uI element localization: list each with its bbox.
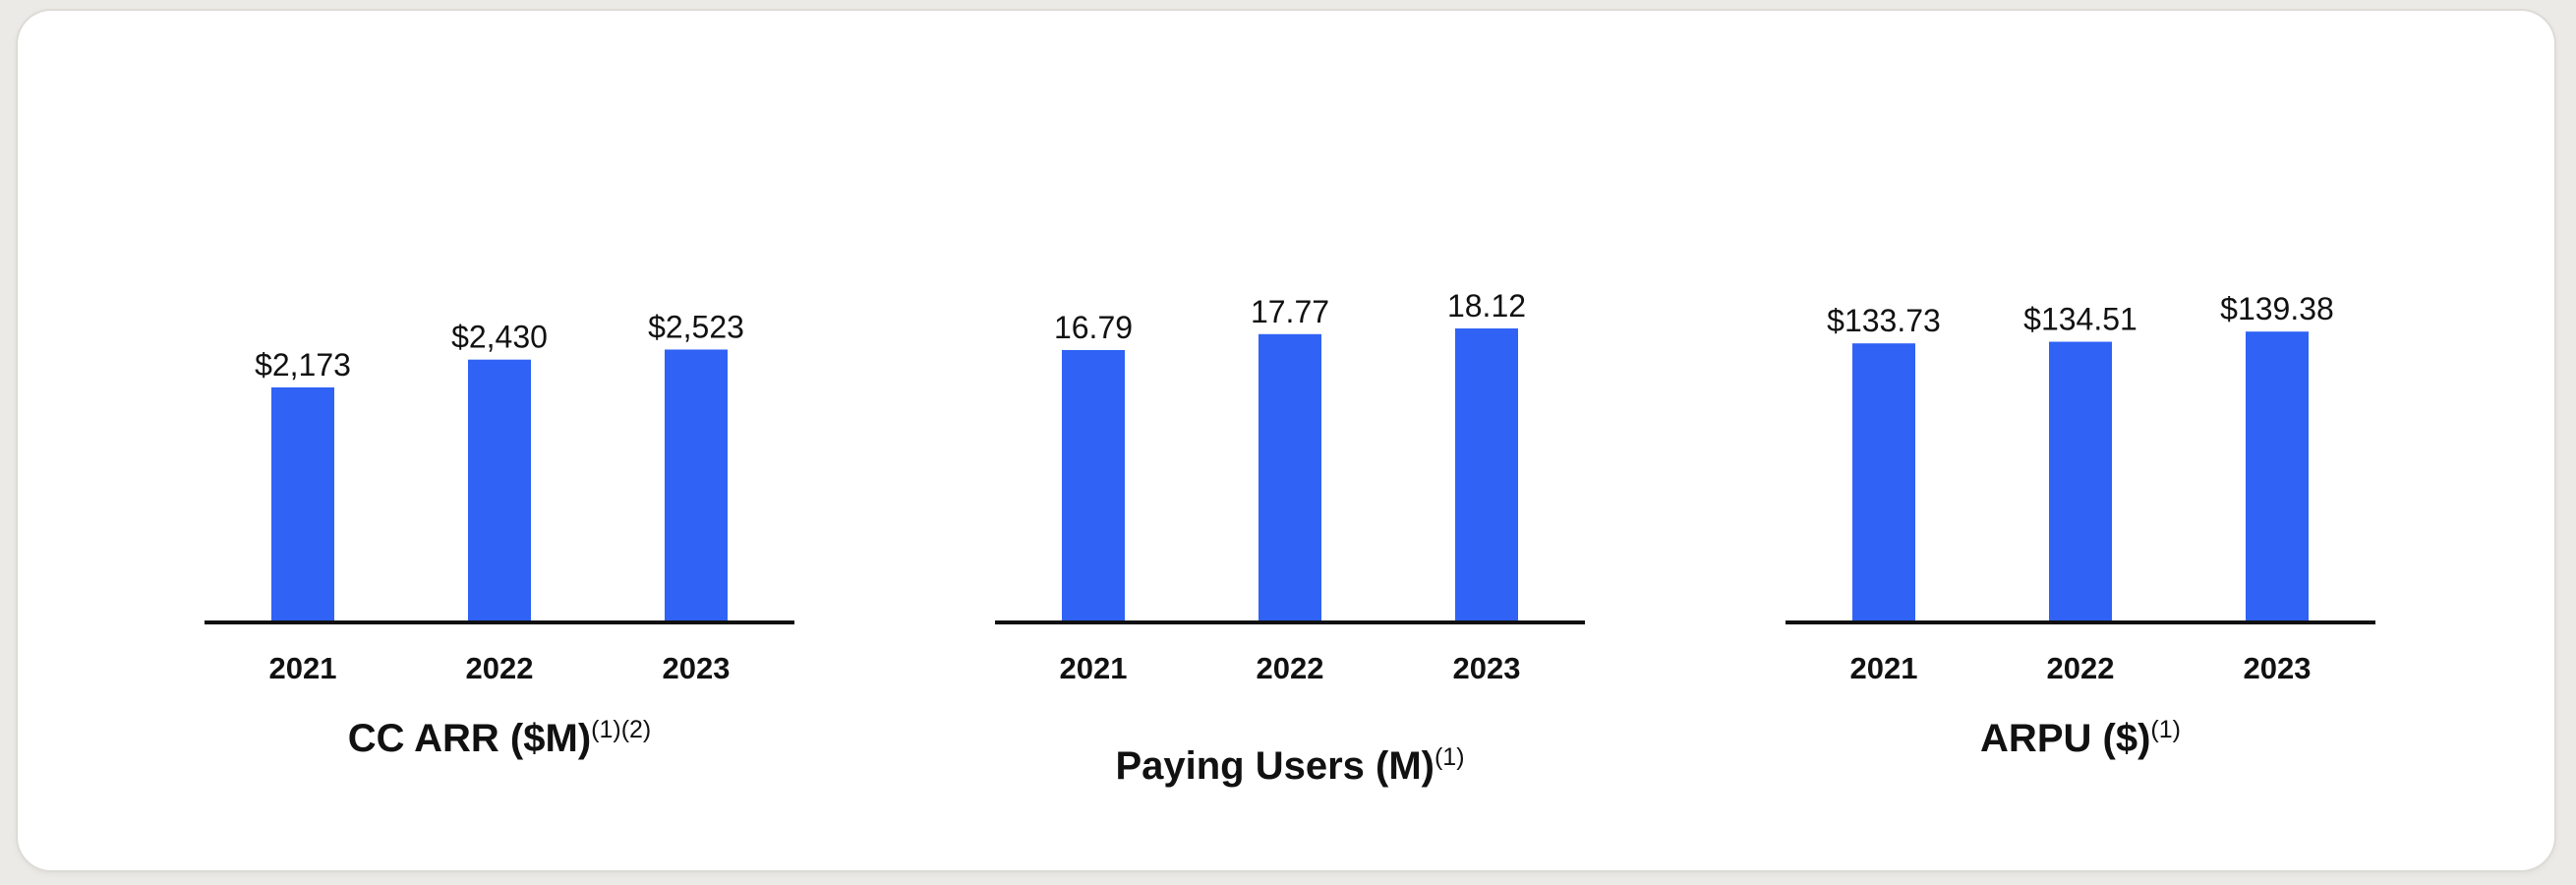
bar-2022: [468, 359, 531, 622]
value-label: $2,173: [255, 347, 351, 383]
bar-2023: [1455, 328, 1518, 622]
chart-1: $2,173 2021 $2,430 2022 $2,523 2023 CC ARR ($M…: [205, 309, 794, 760]
bar-2021: [271, 386, 334, 622]
x-tick-label: 2023: [2244, 651, 2312, 685]
value-label: $133.73: [1827, 303, 1941, 338]
value-label: 16.79: [1054, 310, 1133, 345]
bar-2022: [1259, 333, 1321, 622]
value-label: $139.38: [2220, 291, 2334, 326]
x-tick-label: 2021: [1850, 651, 1918, 685]
value-label: 18.12: [1447, 288, 1526, 324]
x-tick-label: 2022: [466, 651, 534, 685]
x-tick-label: 2021: [269, 651, 337, 685]
chart-title-superscript: (1)(2): [591, 716, 651, 743]
bar-2023: [2246, 331, 2309, 622]
value-label: $134.51: [2023, 302, 2137, 337]
chart-title: CC ARR ($M)(1)(2): [348, 716, 652, 760]
chart-3: $133.73 2021 $134.51 2022 $139.38 2023 ARPU ($…: [1786, 291, 2375, 760]
x-tick-label: 2022: [1257, 651, 1324, 685]
chart-title-superscript: (1): [1434, 743, 1465, 771]
value-label: $2,430: [451, 320, 548, 355]
bar-2023: [665, 349, 728, 622]
chart-title: ARPU ($)(1): [1980, 716, 2181, 760]
x-tick-label: 2023: [663, 651, 731, 685]
x-tick-label: 2023: [1453, 651, 1521, 685]
x-tick-label: 2021: [1060, 651, 1128, 685]
value-label: 17.77: [1251, 294, 1329, 329]
chart-title-text: ARPU ($): [1980, 717, 2150, 760]
bar-2022: [2049, 341, 2112, 622]
x-tick-label: 2022: [2047, 651, 2115, 685]
chart-title-superscript: (1): [2150, 716, 2181, 743]
bar-2021: [1852, 343, 1915, 622]
bar-2021: [1062, 349, 1125, 622]
chart-2: 16.79 2021 17.77 2022 18.12 2023 Paying Users …: [995, 288, 1585, 788]
chart-title: Paying Users (M)(1): [1115, 743, 1464, 788]
value-label: $2,523: [648, 309, 744, 344]
chart-title-text: Paying Users (M): [1115, 744, 1434, 788]
chart-title-text: CC ARR ($M): [348, 717, 591, 760]
